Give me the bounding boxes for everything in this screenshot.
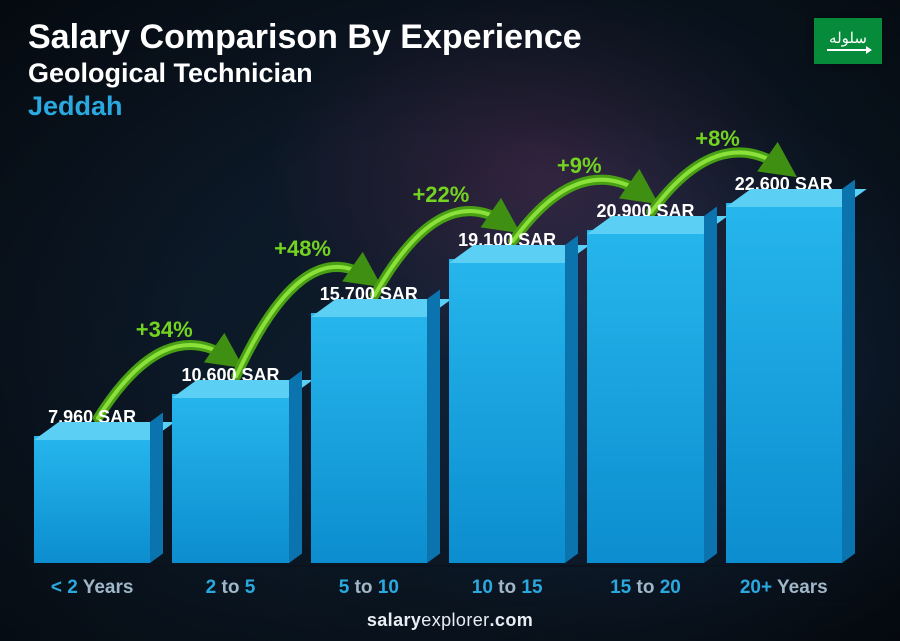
bar-slot: 19,100 SAR [449, 150, 565, 563]
x-category: 2 to 5 [172, 577, 288, 599]
bar-side-face [704, 207, 717, 563]
bar-side-face [427, 290, 440, 563]
baseline-rule [30, 565, 846, 567]
bar-front-face [34, 436, 150, 563]
bar-front-face [587, 230, 703, 563]
bar-slot: 7,960 SAR [34, 150, 150, 563]
bar-side-face [150, 413, 163, 563]
bar [311, 313, 427, 563]
bar [587, 230, 703, 563]
bar [172, 394, 288, 563]
bar-slot: 20,900 SAR [587, 150, 703, 563]
footer-brand: salaryexplorer.com [0, 610, 900, 631]
bar-side-face [289, 371, 302, 563]
footer-rule [30, 604, 846, 606]
bar-front-face [449, 259, 565, 563]
delta-label: +8% [695, 126, 740, 151]
x-category: 5 to 10 [311, 577, 427, 599]
bars-container: 7,960 SAR10,600 SAR15,700 SAR19,100 SAR2… [34, 150, 842, 563]
brand-c: .com [490, 610, 534, 630]
brand-a: salary [367, 610, 421, 630]
x-category: < 2 Years [34, 577, 150, 599]
x-category: 15 to 20 [587, 577, 703, 599]
bar [726, 203, 842, 563]
bar-front-face [311, 313, 427, 563]
brand-b: explorer [421, 610, 489, 630]
bar [449, 259, 565, 563]
bar [34, 436, 150, 563]
bar-slot: 15,700 SAR [311, 150, 427, 563]
salary-bar-chart: +34%+48%+22%+9%+8% 7,960 SAR10,600 SAR15… [34, 150, 842, 563]
bar-front-face [726, 203, 842, 563]
bar-slot: 10,600 SAR [172, 150, 288, 563]
bar-side-face [565, 236, 578, 563]
bar-slot: 22,600 SAR [726, 150, 842, 563]
x-category: 10 to 15 [449, 577, 565, 599]
x-axis: < 2 Years 2 to 5 5 to 10 10 to 15 15 to 20 20… [34, 577, 842, 599]
x-category: 20+ Years [726, 577, 842, 599]
bar-side-face [842, 180, 855, 563]
bar-front-face [172, 394, 288, 563]
